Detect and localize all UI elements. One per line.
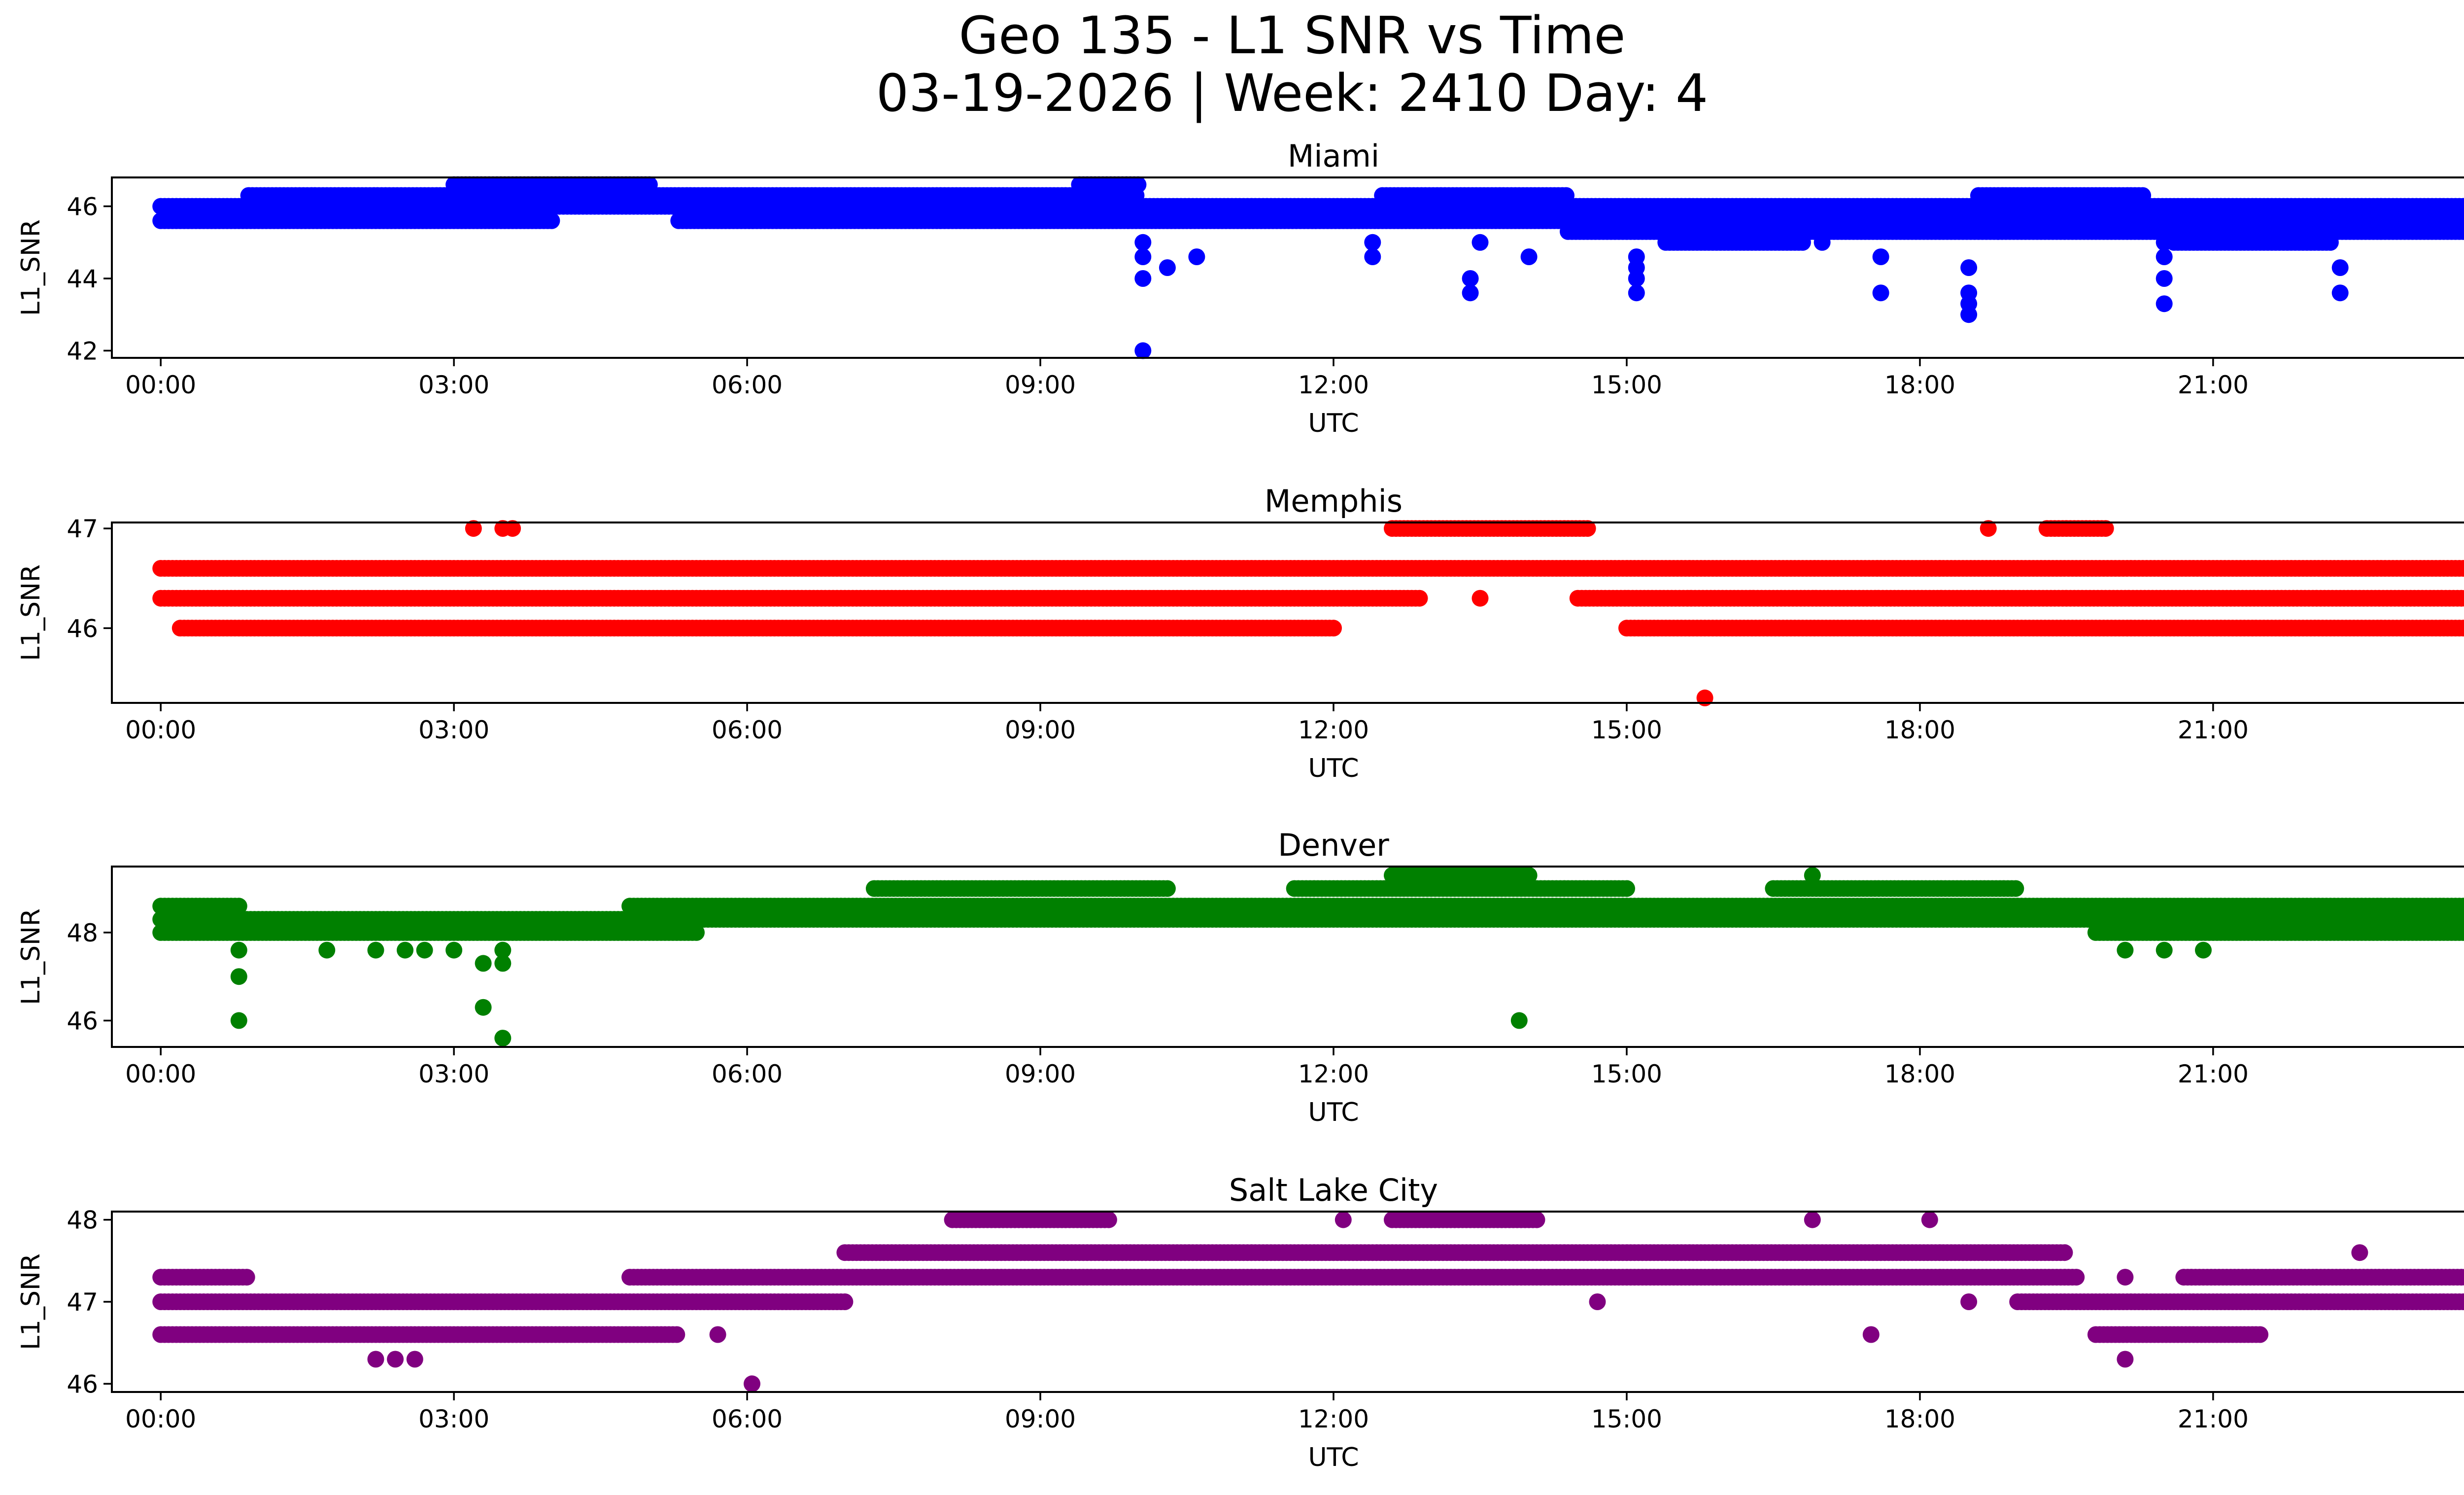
data-point bbox=[1364, 248, 1381, 265]
x-tick-label: 03:00 bbox=[418, 371, 489, 399]
data-point bbox=[1872, 248, 1889, 265]
scatter-points bbox=[152, 176, 2464, 359]
y-axis-label: L1_SNR bbox=[16, 564, 46, 661]
x-tick-label: 03:00 bbox=[418, 716, 489, 744]
x-tick-label: 15:00 bbox=[1591, 716, 1662, 744]
data-point bbox=[1628, 284, 1645, 302]
subplot-1: 00:00 03:00 06:00 09:00 12:00 15:00 18:00 21:00… bbox=[16, 138, 2464, 438]
x-tick-label: 21:00 bbox=[2178, 716, 2249, 744]
scatter-points bbox=[152, 520, 2464, 706]
data-point bbox=[1462, 270, 1479, 287]
subplot-title: Miami bbox=[1288, 138, 1379, 174]
x-axis-label: UTC bbox=[1308, 754, 1359, 783]
subplot-3: 00:00 03:00 06:00 09:00 12:00 15:00 18:00 21:00… bbox=[16, 827, 2464, 1127]
data-point bbox=[1872, 284, 1889, 302]
subplot-title: Memphis bbox=[1265, 483, 1403, 519]
data-point bbox=[1462, 284, 1479, 302]
figure-title-line2: 03-19-2026 | Week: 2410 Day: 4 bbox=[876, 63, 1708, 123]
x-tick-label: 21:00 bbox=[2178, 371, 2249, 399]
data-point bbox=[2459, 198, 2464, 214]
data-point bbox=[2156, 234, 2173, 251]
data-point bbox=[1325, 620, 1342, 637]
x-tick-label: 15:00 bbox=[1591, 371, 1662, 399]
data-point bbox=[2331, 284, 2349, 302]
figure-title-line1: Geo 135 - L1 SNR vs Time bbox=[958, 5, 1625, 66]
data-point bbox=[2322, 234, 2339, 251]
data-point bbox=[1134, 234, 1152, 251]
data-point bbox=[1159, 259, 1176, 276]
data-point bbox=[2156, 270, 2173, 287]
x-axis-label: UTC bbox=[1308, 409, 1359, 438]
data-point bbox=[688, 924, 705, 941]
data-point bbox=[1188, 248, 1205, 265]
x-tick-label: 12:00 bbox=[1298, 716, 1369, 744]
y-tick-label: 46 bbox=[67, 193, 98, 221]
data-point bbox=[543, 212, 560, 229]
data-point bbox=[1134, 342, 1152, 359]
data-point bbox=[1472, 234, 1489, 251]
data-point bbox=[1558, 187, 1574, 204]
snr-band-1 bbox=[152, 560, 2464, 577]
x-tick-label: 12:00 bbox=[1298, 371, 1369, 399]
x-tick-label: 00:00 bbox=[125, 716, 196, 744]
x-tick-label: 18:00 bbox=[1884, 716, 1955, 744]
data-point bbox=[1472, 590, 1489, 607]
data-point bbox=[2463, 202, 2464, 211]
scatter-points bbox=[152, 867, 2464, 1047]
x-tick-label: 06:00 bbox=[712, 716, 783, 744]
data-point bbox=[1411, 590, 1428, 607]
axes-frame bbox=[111, 522, 2464, 704]
data-point bbox=[1960, 259, 1978, 276]
data-point bbox=[641, 176, 658, 193]
x-tick-label: 09:00 bbox=[1005, 371, 1076, 399]
x-tick-label: 18:00 bbox=[1884, 371, 1955, 399]
y-tick-label: 42 bbox=[67, 337, 98, 365]
x-tick-label: 06:00 bbox=[712, 371, 783, 399]
data-point bbox=[2134, 187, 2152, 204]
data-point bbox=[1989, 223, 2007, 240]
y-tick-label: 46 bbox=[67, 614, 98, 643]
data-point bbox=[1628, 248, 1645, 265]
x-tick-label: 00:00 bbox=[125, 371, 196, 399]
data-point bbox=[1364, 234, 1381, 251]
data-point bbox=[1134, 248, 1152, 265]
snr-band-2 bbox=[171, 620, 2464, 637]
data-point bbox=[1134, 270, 1152, 287]
subplot-2: 00:00 03:00 06:00 09:00 12:00 15:00 18:00 21:00… bbox=[16, 483, 2464, 783]
snr-band-3 bbox=[445, 176, 1147, 193]
data-point bbox=[2156, 295, 2173, 313]
data-point bbox=[1129, 176, 1147, 193]
data-point bbox=[1960, 284, 1978, 302]
y-axis-label: L1_SNR bbox=[16, 219, 46, 316]
data-point bbox=[1794, 234, 1811, 251]
y-tick-label: 44 bbox=[67, 265, 98, 293]
data-point bbox=[230, 898, 247, 915]
data-point bbox=[1814, 234, 1831, 251]
data-point bbox=[2156, 248, 2173, 265]
data-point bbox=[1520, 248, 1538, 265]
x-tick-label: 09:00 bbox=[1005, 716, 1076, 744]
y-tick-label: 47 bbox=[67, 515, 98, 543]
snr-band-0 bbox=[152, 590, 2464, 607]
data-point bbox=[2331, 259, 2349, 276]
